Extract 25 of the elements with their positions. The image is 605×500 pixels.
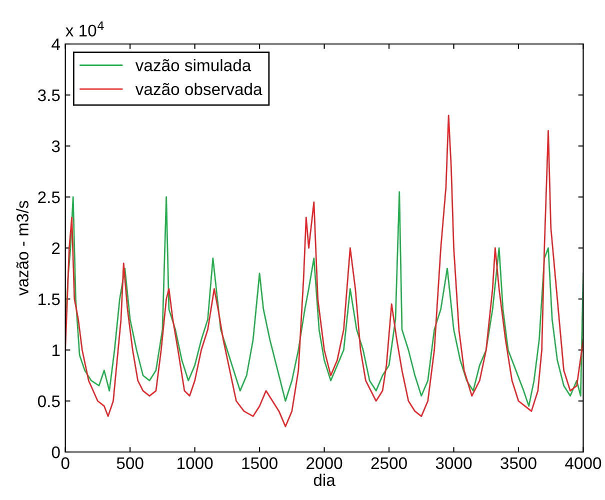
- y-tick-label: 0.5: [38, 395, 60, 408]
- y-tick-label: 0: [52, 446, 60, 458]
- x-tick-label: 0: [61, 457, 70, 470]
- x-tick-label: 4000: [565, 457, 602, 470]
- x-axis-title: dia: [314, 474, 336, 486]
- legend-label: vazão simulada: [135, 59, 252, 72]
- y-tick-label: 4: [52, 38, 60, 50]
- x-tick-label: 2000: [306, 457, 342, 470]
- legend-label: vazão observada: [135, 82, 262, 96]
- x-tick-label: 2500: [371, 457, 407, 470]
- x-tick-label: 1000: [178, 457, 213, 470]
- y-axis-title: vazão - m3/s: [16, 200, 28, 296]
- y-tick-label: 1.5: [38, 294, 60, 306]
- line-series: [65, 114, 584, 428]
- y-tick-label: 2.5: [38, 191, 60, 204]
- y-tick-label: 3.5: [38, 89, 60, 102]
- y-tick-label: 2: [52, 242, 60, 254]
- x-tick-label: 3000: [436, 457, 472, 470]
- x-tick-label: 3500: [500, 457, 536, 470]
- x-tick-label: 500: [116, 457, 144, 470]
- y-tick-label: 3: [52, 140, 60, 152]
- line-series: [65, 191, 584, 407]
- text: x 10$^{4}$: [66, 21, 104, 37]
- x-tick-label: 1500: [242, 457, 278, 470]
- y-tick-label: 1: [52, 344, 60, 356]
